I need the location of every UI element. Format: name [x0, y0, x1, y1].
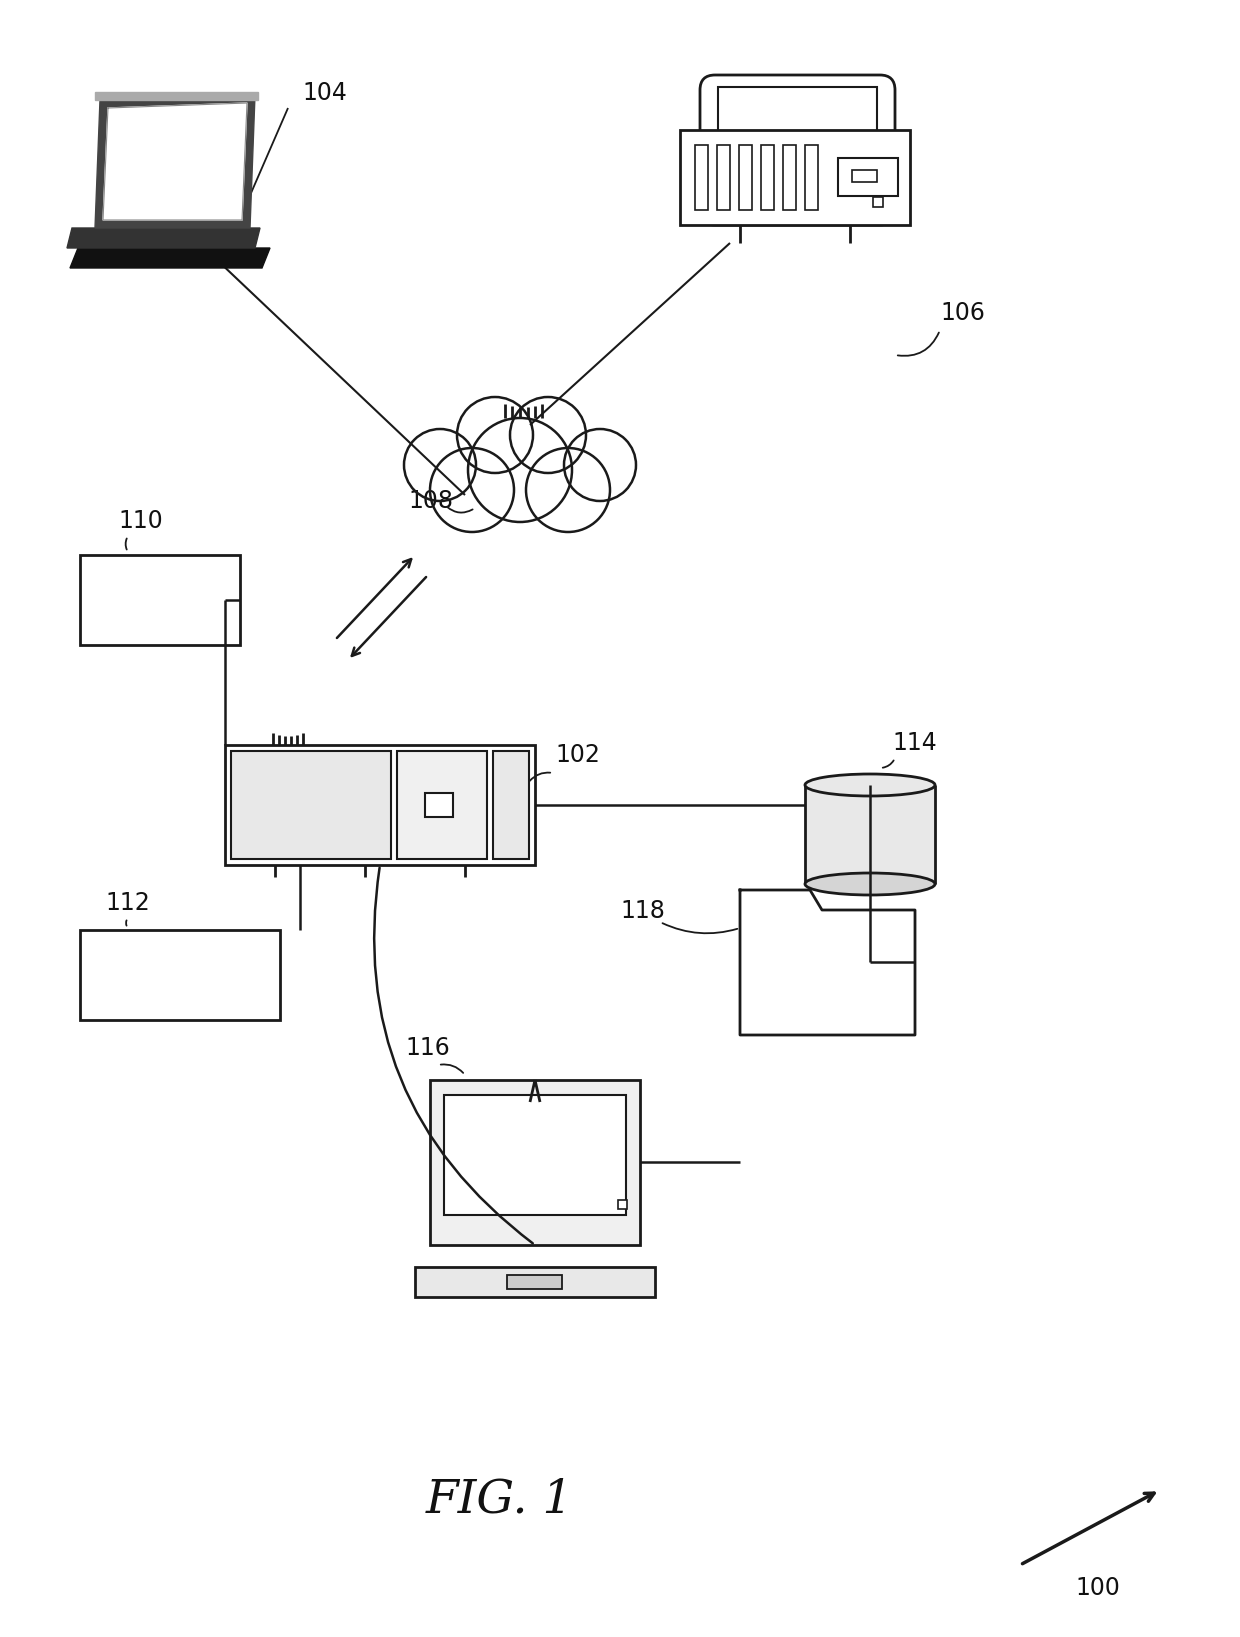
Text: 108: 108 — [408, 489, 453, 512]
Circle shape — [510, 398, 587, 473]
FancyArrowPatch shape — [440, 1064, 464, 1072]
Bar — [618, 1200, 627, 1210]
FancyBboxPatch shape — [701, 75, 895, 224]
Bar — [718, 87, 877, 196]
Bar — [397, 751, 487, 859]
Text: CPU: CPU — [131, 589, 188, 617]
Bar — [739, 146, 751, 210]
Bar — [680, 129, 910, 224]
Text: 118: 118 — [620, 899, 665, 923]
Circle shape — [458, 398, 533, 473]
Bar — [507, 1275, 562, 1288]
Bar — [430, 1080, 640, 1246]
Circle shape — [430, 449, 515, 532]
Circle shape — [526, 449, 610, 532]
Bar — [231, 751, 391, 859]
Polygon shape — [742, 912, 914, 1035]
Bar — [805, 146, 818, 210]
FancyArrowPatch shape — [448, 507, 472, 512]
Bar — [444, 1095, 626, 1215]
Circle shape — [467, 417, 572, 522]
Bar — [717, 146, 730, 210]
Polygon shape — [805, 786, 935, 884]
Bar — [494, 751, 529, 859]
Bar — [782, 146, 796, 210]
Text: 110: 110 — [118, 509, 162, 534]
Circle shape — [404, 429, 476, 501]
FancyArrowPatch shape — [374, 868, 533, 1244]
Bar — [838, 159, 898, 196]
Bar — [425, 792, 453, 817]
Bar — [415, 1267, 655, 1297]
Text: 114: 114 — [892, 732, 936, 755]
Bar — [81, 555, 241, 645]
FancyArrowPatch shape — [883, 761, 894, 768]
Text: 104: 104 — [303, 80, 347, 105]
Polygon shape — [69, 247, 270, 268]
FancyArrowPatch shape — [898, 332, 939, 355]
Text: 100: 100 — [1075, 1576, 1120, 1599]
Text: 116: 116 — [405, 1036, 450, 1061]
Bar — [81, 930, 280, 1020]
FancyArrowPatch shape — [529, 773, 551, 781]
Polygon shape — [67, 228, 260, 247]
Polygon shape — [95, 95, 255, 228]
Bar — [694, 146, 708, 210]
Text: 102: 102 — [556, 743, 600, 768]
Bar — [873, 196, 883, 206]
Ellipse shape — [805, 873, 935, 895]
Bar — [852, 170, 877, 182]
Polygon shape — [740, 891, 822, 910]
Ellipse shape — [805, 774, 935, 796]
Bar — [761, 146, 774, 210]
Bar — [224, 745, 534, 864]
Text: FIG. 1: FIG. 1 — [427, 1477, 574, 1522]
Text: 112: 112 — [105, 891, 150, 915]
Text: 106: 106 — [940, 301, 985, 326]
FancyArrowPatch shape — [662, 923, 738, 933]
Polygon shape — [95, 92, 258, 100]
Polygon shape — [103, 103, 247, 219]
Text: MEMORY: MEMORY — [125, 966, 234, 990]
Circle shape — [564, 429, 636, 501]
